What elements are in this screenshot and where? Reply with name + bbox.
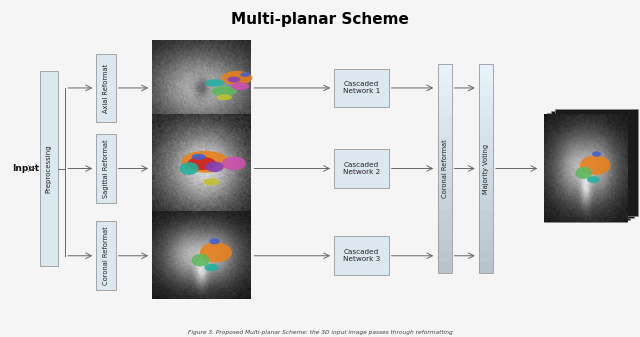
Ellipse shape (204, 178, 220, 186)
Ellipse shape (227, 76, 240, 83)
Text: Preprocessing: Preprocessing (45, 144, 52, 193)
Ellipse shape (205, 79, 224, 87)
Bar (479, 241, 493, 252)
FancyBboxPatch shape (97, 134, 116, 203)
Bar (479, 137, 493, 148)
Ellipse shape (575, 167, 592, 179)
Ellipse shape (205, 161, 223, 172)
FancyBboxPatch shape (97, 221, 116, 290)
Bar (479, 262, 493, 273)
Ellipse shape (191, 254, 209, 267)
FancyBboxPatch shape (334, 237, 388, 275)
Bar (479, 75, 493, 85)
FancyBboxPatch shape (40, 71, 58, 266)
Bar (438, 127, 452, 137)
Bar (479, 168, 493, 179)
Bar (438, 168, 452, 179)
Ellipse shape (200, 242, 232, 263)
Bar (547, 113, 630, 220)
Bar (438, 189, 452, 200)
Bar (479, 220, 493, 231)
Bar (438, 158, 452, 168)
Text: Figure 3. Proposed Multi-planar Scheme: the 3D input image passes through reform: Figure 3. Proposed Multi-planar Scheme: … (188, 330, 452, 335)
Bar (438, 96, 452, 106)
Ellipse shape (580, 155, 611, 175)
Bar (438, 210, 452, 220)
Ellipse shape (587, 176, 600, 183)
FancyBboxPatch shape (334, 69, 388, 107)
Bar (479, 96, 493, 106)
Bar (479, 179, 493, 189)
Text: Coronal Reformat: Coronal Reformat (103, 226, 109, 285)
Bar (479, 189, 493, 200)
Bar (479, 231, 493, 241)
Bar (438, 85, 452, 96)
Bar (479, 85, 493, 96)
Ellipse shape (191, 154, 205, 160)
Ellipse shape (209, 238, 220, 244)
Bar (543, 115, 627, 222)
Text: Coronal Reformat: Coronal Reformat (442, 139, 447, 198)
Bar (479, 158, 493, 168)
Ellipse shape (231, 82, 249, 90)
FancyBboxPatch shape (334, 149, 388, 188)
Text: Input: Input (12, 164, 39, 173)
Text: Multi-planar Scheme: Multi-planar Scheme (231, 12, 409, 27)
Bar (551, 111, 634, 218)
Bar (479, 127, 493, 137)
Bar (479, 106, 493, 117)
Bar (479, 210, 493, 220)
Bar (438, 220, 452, 231)
Text: Cascaded
Network 1: Cascaded Network 1 (343, 82, 380, 94)
Ellipse shape (221, 71, 252, 85)
Ellipse shape (181, 151, 229, 173)
Bar (438, 106, 452, 117)
Ellipse shape (179, 162, 198, 175)
Bar (479, 117, 493, 127)
Text: Cascaded
Network 2: Cascaded Network 2 (343, 162, 380, 175)
Bar (438, 148, 452, 158)
Ellipse shape (216, 94, 232, 100)
Bar (438, 137, 452, 148)
Bar (438, 262, 452, 273)
Ellipse shape (188, 157, 216, 170)
Ellipse shape (211, 86, 237, 96)
Bar (555, 109, 638, 216)
Text: Sagittal Reformat: Sagittal Reformat (103, 139, 109, 198)
Bar (479, 200, 493, 210)
Bar (479, 148, 493, 158)
Bar (438, 64, 452, 75)
Bar (479, 252, 493, 262)
Bar (479, 64, 493, 75)
Ellipse shape (592, 151, 601, 157)
FancyBboxPatch shape (97, 54, 116, 122)
Bar (438, 75, 452, 85)
Text: Majority Voting: Majority Voting (483, 144, 489, 193)
Bar (438, 231, 452, 241)
Text: Axial Reformat: Axial Reformat (103, 63, 109, 113)
Text: Cascaded
Network 3: Cascaded Network 3 (343, 249, 380, 262)
Bar (438, 200, 452, 210)
Bar (438, 179, 452, 189)
Bar (438, 117, 452, 127)
Bar (438, 252, 452, 262)
Bar (438, 241, 452, 252)
Ellipse shape (221, 157, 246, 170)
Ellipse shape (204, 264, 218, 271)
Ellipse shape (240, 72, 250, 77)
